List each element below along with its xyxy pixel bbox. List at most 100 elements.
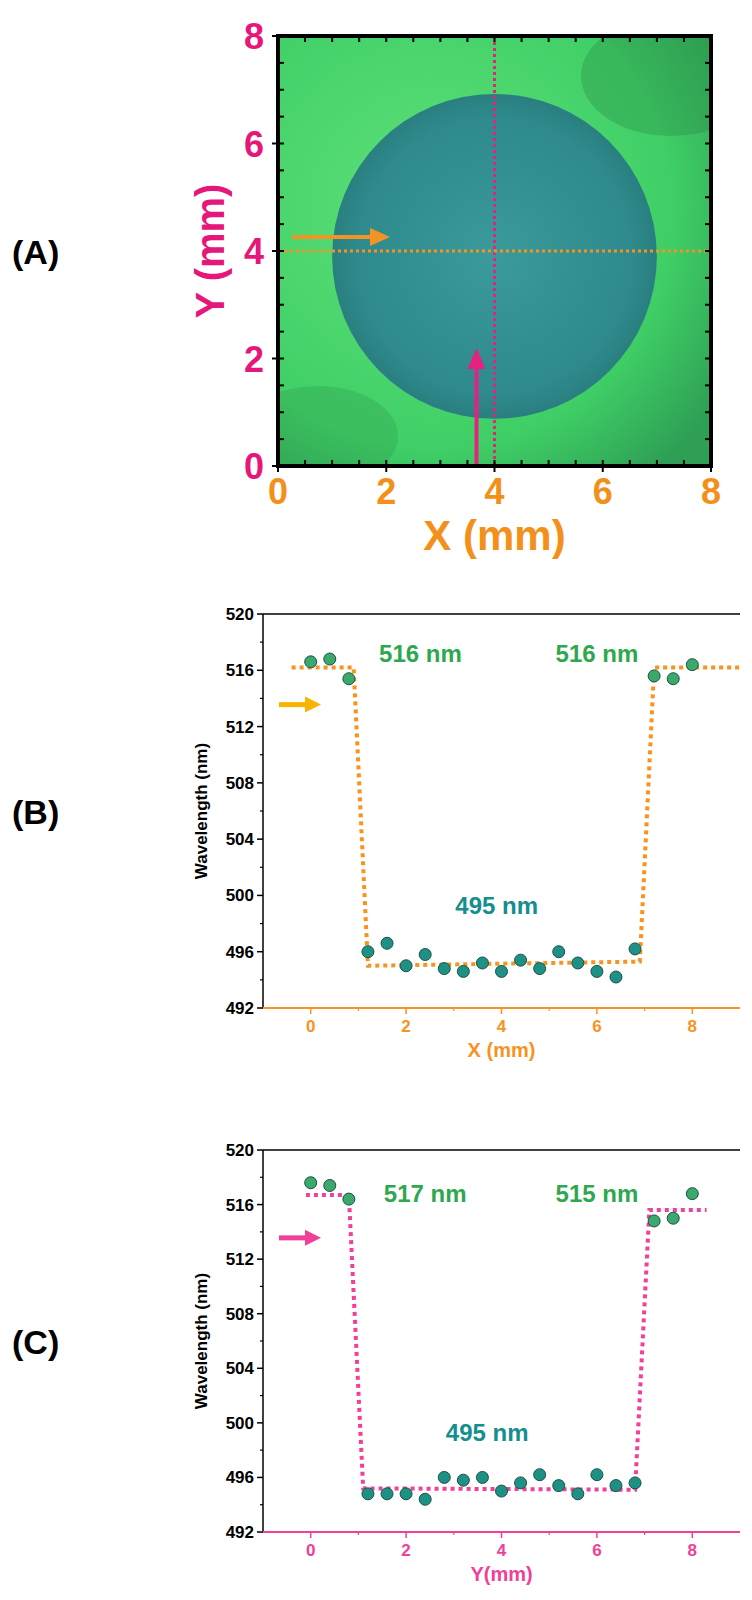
y-minor-tick xyxy=(260,1450,263,1451)
y-tick xyxy=(272,358,278,360)
x-tick xyxy=(501,1008,503,1014)
x-tick-label: 4 xyxy=(497,1017,507,1036)
y-tick-label: 504 xyxy=(226,830,255,849)
top-frame xyxy=(263,1149,740,1151)
annotation: 516 nm xyxy=(379,640,462,667)
minor-tick xyxy=(278,358,284,360)
y-tick xyxy=(272,35,278,37)
x-minor-tick xyxy=(358,1532,359,1535)
minor-tick xyxy=(521,460,523,466)
minor-tick xyxy=(683,36,685,42)
minor-tick xyxy=(494,460,496,466)
y-minor-tick xyxy=(260,979,263,980)
data-point xyxy=(457,965,469,977)
minor-tick xyxy=(278,196,284,198)
minor-tick xyxy=(278,304,284,306)
minor-tick xyxy=(705,331,711,333)
x-axis-title: X (mm) xyxy=(423,512,565,559)
y-tick xyxy=(257,670,263,672)
minor-tick xyxy=(278,116,284,118)
data-point xyxy=(553,946,565,958)
y-tick-label: 516 xyxy=(226,661,254,680)
minor-tick xyxy=(304,36,306,42)
figure: 0246802468X (mm)Y (mm)(A)492496500504508… xyxy=(0,0,752,1600)
x-axis-title: Y(mm) xyxy=(470,1563,532,1585)
y-tick xyxy=(257,1422,263,1424)
marks xyxy=(305,1177,707,1506)
minor-tick xyxy=(705,143,711,145)
data-point xyxy=(381,937,393,949)
data-point xyxy=(438,1471,450,1483)
minor-tick xyxy=(331,460,333,466)
y-minor-tick xyxy=(260,642,263,643)
data-point xyxy=(667,1212,679,1224)
y-tick xyxy=(257,1258,263,1260)
y-tick-label: 2 xyxy=(244,339,264,380)
minor-tick xyxy=(705,62,711,64)
minor-tick xyxy=(466,460,468,466)
x-tick xyxy=(692,1008,694,1014)
minor-tick xyxy=(521,36,523,42)
minor-tick xyxy=(412,460,414,466)
minor-tick xyxy=(278,62,284,64)
y-tick-label: 496 xyxy=(226,943,254,962)
arrow-head xyxy=(305,697,321,713)
annotation: 515 nm xyxy=(556,1180,639,1207)
x-tick-label: 8 xyxy=(688,1017,697,1036)
y-tick-label: 496 xyxy=(226,1468,254,1487)
x-tick xyxy=(310,1532,312,1538)
y-tick-label: 8 xyxy=(244,16,264,57)
frame xyxy=(278,36,711,466)
data-point xyxy=(629,943,641,955)
minor-tick xyxy=(439,36,441,42)
data-point xyxy=(610,1480,622,1492)
minor-tick xyxy=(705,277,711,279)
x-minor-tick xyxy=(549,1532,550,1535)
minor-tick xyxy=(629,36,631,42)
data-point xyxy=(534,963,546,975)
x-minor-tick xyxy=(453,1532,454,1535)
x-tick-label: 6 xyxy=(593,471,613,512)
x-tick-label: 0 xyxy=(268,471,288,512)
data-point xyxy=(400,1488,412,1500)
y-tick xyxy=(257,1149,263,1151)
x-tick xyxy=(596,1532,598,1538)
texture xyxy=(278,386,398,466)
data-point xyxy=(572,1488,584,1500)
data-point xyxy=(629,1477,641,1489)
y-tick xyxy=(257,1531,263,1533)
x-tick-label: 8 xyxy=(688,1541,697,1560)
y-tick-label: 504 xyxy=(226,1359,255,1378)
minor-tick xyxy=(602,36,604,42)
x-tick xyxy=(501,1532,503,1538)
data-point xyxy=(362,946,374,958)
y-tick-label: 500 xyxy=(226,1414,254,1433)
data-point xyxy=(591,965,603,977)
y-minor-tick xyxy=(260,1286,263,1287)
y-tick xyxy=(272,143,278,145)
data-point xyxy=(496,1485,508,1497)
x-tick-label: 4 xyxy=(497,1541,507,1560)
annotation: 495 nm xyxy=(455,892,538,919)
minor-tick xyxy=(575,460,577,466)
y-tick-label: 520 xyxy=(226,605,254,624)
x-tick-label: 8 xyxy=(701,471,721,512)
x-tick xyxy=(596,1008,598,1014)
data-point xyxy=(553,1480,565,1492)
panel-label: (A) xyxy=(12,233,59,271)
minor-tick xyxy=(358,460,360,466)
minor-tick xyxy=(548,460,550,466)
minor-tick xyxy=(412,36,414,42)
y-tick-label: 6 xyxy=(244,124,264,165)
y-tick xyxy=(257,613,263,615)
x-tick-label: 2 xyxy=(401,1017,410,1036)
data-point xyxy=(648,1215,660,1227)
y-minor-tick xyxy=(260,698,263,699)
y-tick-label: 500 xyxy=(226,886,254,905)
minor-tick xyxy=(683,460,685,466)
y-minor-tick xyxy=(260,810,263,811)
minor-tick xyxy=(278,143,284,145)
arrow xyxy=(475,366,479,464)
minor-tick xyxy=(705,438,711,440)
y-minor-tick xyxy=(260,1177,263,1178)
